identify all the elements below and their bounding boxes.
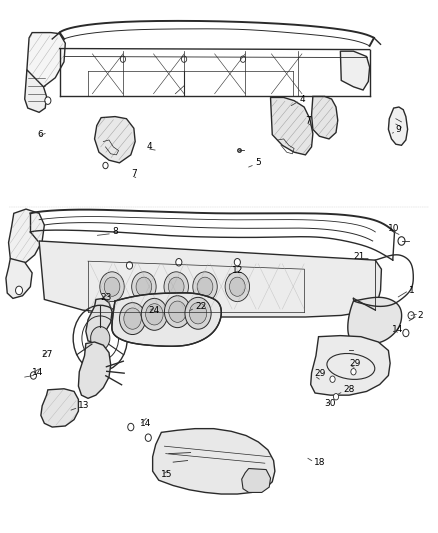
Circle shape bbox=[124, 308, 141, 329]
Circle shape bbox=[128, 423, 134, 431]
Text: 10: 10 bbox=[389, 224, 400, 233]
Circle shape bbox=[230, 277, 245, 296]
Polygon shape bbox=[39, 241, 381, 317]
Circle shape bbox=[176, 259, 182, 266]
Polygon shape bbox=[9, 209, 44, 264]
Text: 7: 7 bbox=[305, 116, 311, 125]
Text: 12: 12 bbox=[232, 266, 244, 275]
Polygon shape bbox=[389, 107, 408, 146]
Polygon shape bbox=[6, 259, 32, 298]
Circle shape bbox=[120, 56, 126, 62]
Polygon shape bbox=[95, 117, 135, 163]
Text: 14: 14 bbox=[32, 368, 43, 377]
Circle shape bbox=[225, 272, 250, 302]
Circle shape bbox=[103, 163, 108, 168]
Circle shape bbox=[403, 329, 409, 337]
Circle shape bbox=[185, 297, 211, 329]
Circle shape bbox=[91, 327, 110, 350]
Text: 30: 30 bbox=[325, 399, 336, 408]
Polygon shape bbox=[25, 70, 46, 112]
Circle shape bbox=[15, 286, 22, 295]
Circle shape bbox=[351, 368, 356, 375]
Polygon shape bbox=[271, 98, 313, 155]
Text: 9: 9 bbox=[396, 125, 402, 134]
Text: 14: 14 bbox=[140, 419, 151, 428]
Polygon shape bbox=[340, 51, 370, 90]
Text: 7: 7 bbox=[131, 169, 137, 178]
Circle shape bbox=[104, 277, 120, 296]
Circle shape bbox=[145, 434, 151, 441]
Text: 8: 8 bbox=[112, 228, 118, 237]
Text: 29: 29 bbox=[349, 359, 360, 368]
Circle shape bbox=[408, 312, 414, 319]
Text: 2: 2 bbox=[418, 311, 423, 320]
Polygon shape bbox=[112, 293, 221, 346]
Polygon shape bbox=[41, 389, 78, 427]
Polygon shape bbox=[86, 298, 112, 342]
Circle shape bbox=[189, 303, 207, 324]
Circle shape bbox=[132, 272, 156, 302]
Circle shape bbox=[120, 303, 146, 335]
Polygon shape bbox=[78, 342, 111, 398]
Circle shape bbox=[136, 277, 152, 296]
Text: 24: 24 bbox=[148, 305, 159, 314]
Circle shape bbox=[333, 393, 339, 400]
Circle shape bbox=[100, 272, 124, 302]
Text: 5: 5 bbox=[255, 158, 261, 167]
Circle shape bbox=[164, 272, 188, 302]
Text: 15: 15 bbox=[161, 471, 173, 479]
Text: 4: 4 bbox=[300, 94, 305, 103]
Text: 18: 18 bbox=[314, 458, 326, 466]
Circle shape bbox=[398, 237, 405, 245]
Circle shape bbox=[45, 97, 51, 104]
Text: 14: 14 bbox=[392, 325, 403, 334]
Circle shape bbox=[127, 262, 133, 269]
Polygon shape bbox=[152, 429, 275, 494]
Polygon shape bbox=[311, 96, 338, 139]
Text: 27: 27 bbox=[41, 350, 52, 359]
Circle shape bbox=[168, 277, 184, 296]
Text: 22: 22 bbox=[195, 302, 206, 311]
Circle shape bbox=[141, 298, 167, 330]
Text: 23: 23 bbox=[100, 293, 112, 302]
Polygon shape bbox=[27, 33, 65, 87]
Circle shape bbox=[169, 301, 186, 322]
Circle shape bbox=[164, 296, 191, 328]
Text: 21: 21 bbox=[353, 253, 365, 261]
Circle shape bbox=[193, 272, 217, 302]
Circle shape bbox=[197, 277, 213, 296]
Text: 1: 1 bbox=[409, 286, 415, 295]
Circle shape bbox=[240, 56, 246, 62]
Text: 4: 4 bbox=[147, 142, 152, 151]
Text: 29: 29 bbox=[314, 369, 325, 378]
Circle shape bbox=[181, 56, 187, 62]
Text: 6: 6 bbox=[38, 130, 43, 139]
Circle shape bbox=[234, 259, 240, 266]
Circle shape bbox=[30, 372, 36, 379]
Circle shape bbox=[146, 304, 163, 325]
Polygon shape bbox=[348, 297, 402, 345]
Text: 28: 28 bbox=[343, 385, 355, 394]
Circle shape bbox=[330, 376, 335, 382]
Text: 13: 13 bbox=[78, 401, 90, 410]
Polygon shape bbox=[242, 469, 271, 492]
Polygon shape bbox=[311, 336, 390, 395]
